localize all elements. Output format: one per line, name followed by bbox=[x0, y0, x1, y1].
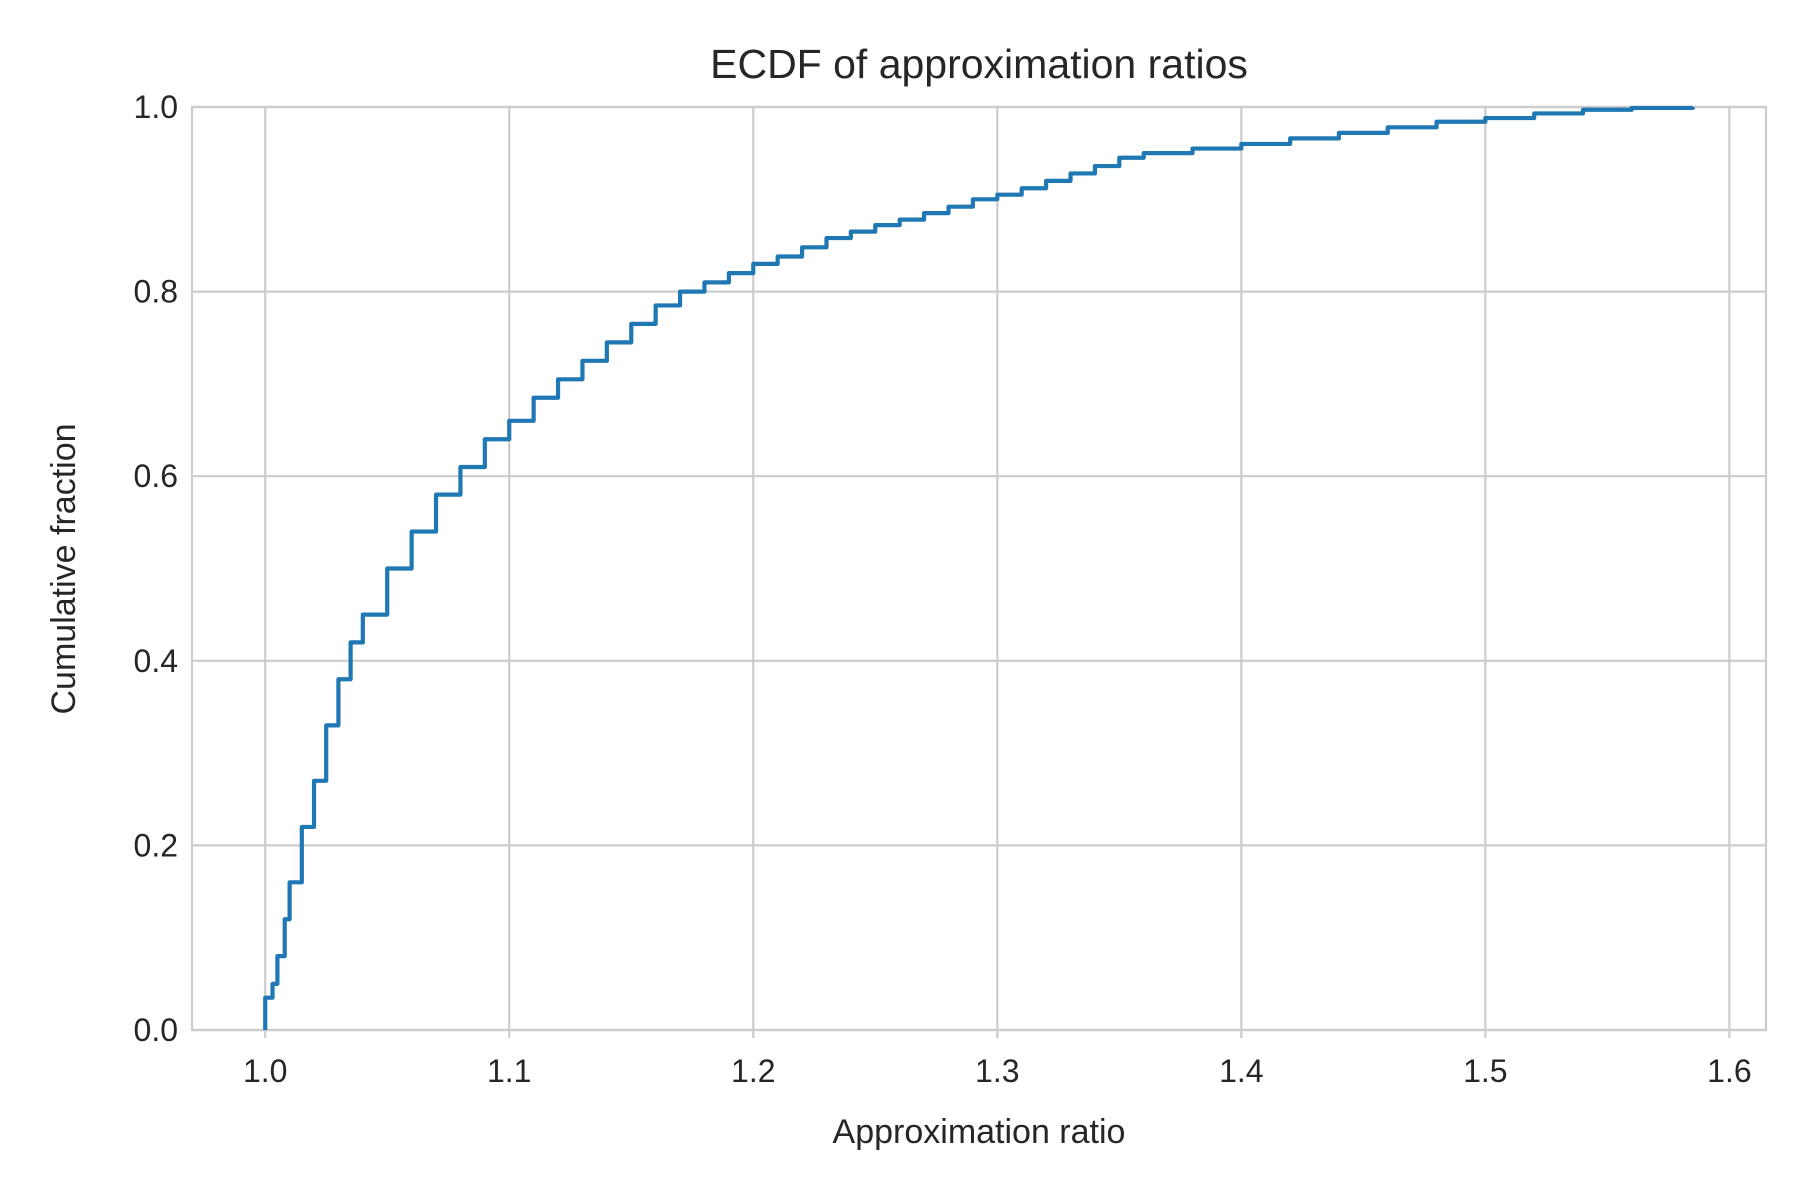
y-tick-label: 0.0 bbox=[134, 1012, 178, 1048]
y-tick-label: 0.4 bbox=[134, 643, 178, 679]
y-tick-label: 0.2 bbox=[134, 827, 178, 863]
x-axis-label: Approximation ratio bbox=[833, 1113, 1126, 1151]
x-tick-label: 1.2 bbox=[731, 1053, 775, 1089]
plot-frame bbox=[190, 105, 1768, 1038]
x-tick-label: 1.4 bbox=[1219, 1053, 1263, 1089]
x-tick-label: 1.6 bbox=[1707, 1053, 1751, 1089]
y-tick-label: 1.0 bbox=[134, 89, 178, 125]
y-tick-label: 0.6 bbox=[134, 458, 178, 494]
x-tick-label: 1.3 bbox=[975, 1053, 1019, 1089]
chart-title: ECDF of approximation ratios bbox=[710, 41, 1248, 87]
y-tick-label: 0.8 bbox=[134, 274, 178, 310]
x-tick-label: 1.5 bbox=[1463, 1053, 1507, 1089]
grid bbox=[192, 105, 1766, 1032]
x-tick-label: 1.0 bbox=[243, 1053, 287, 1089]
tick-labels: 1.0 1.1 1.2 1.3 1.4 1.5 1.6 0.0 0.2 0.4 0.6 0.8 1.0 bbox=[134, 89, 1752, 1089]
x-tick-label: 1.1 bbox=[487, 1053, 531, 1089]
series-layer bbox=[263, 105, 1695, 1030]
plot-border bbox=[190, 105, 1768, 1032]
y-axis-label: Cumulative fraction bbox=[45, 423, 83, 714]
ecdf-line bbox=[263, 105, 1695, 1030]
